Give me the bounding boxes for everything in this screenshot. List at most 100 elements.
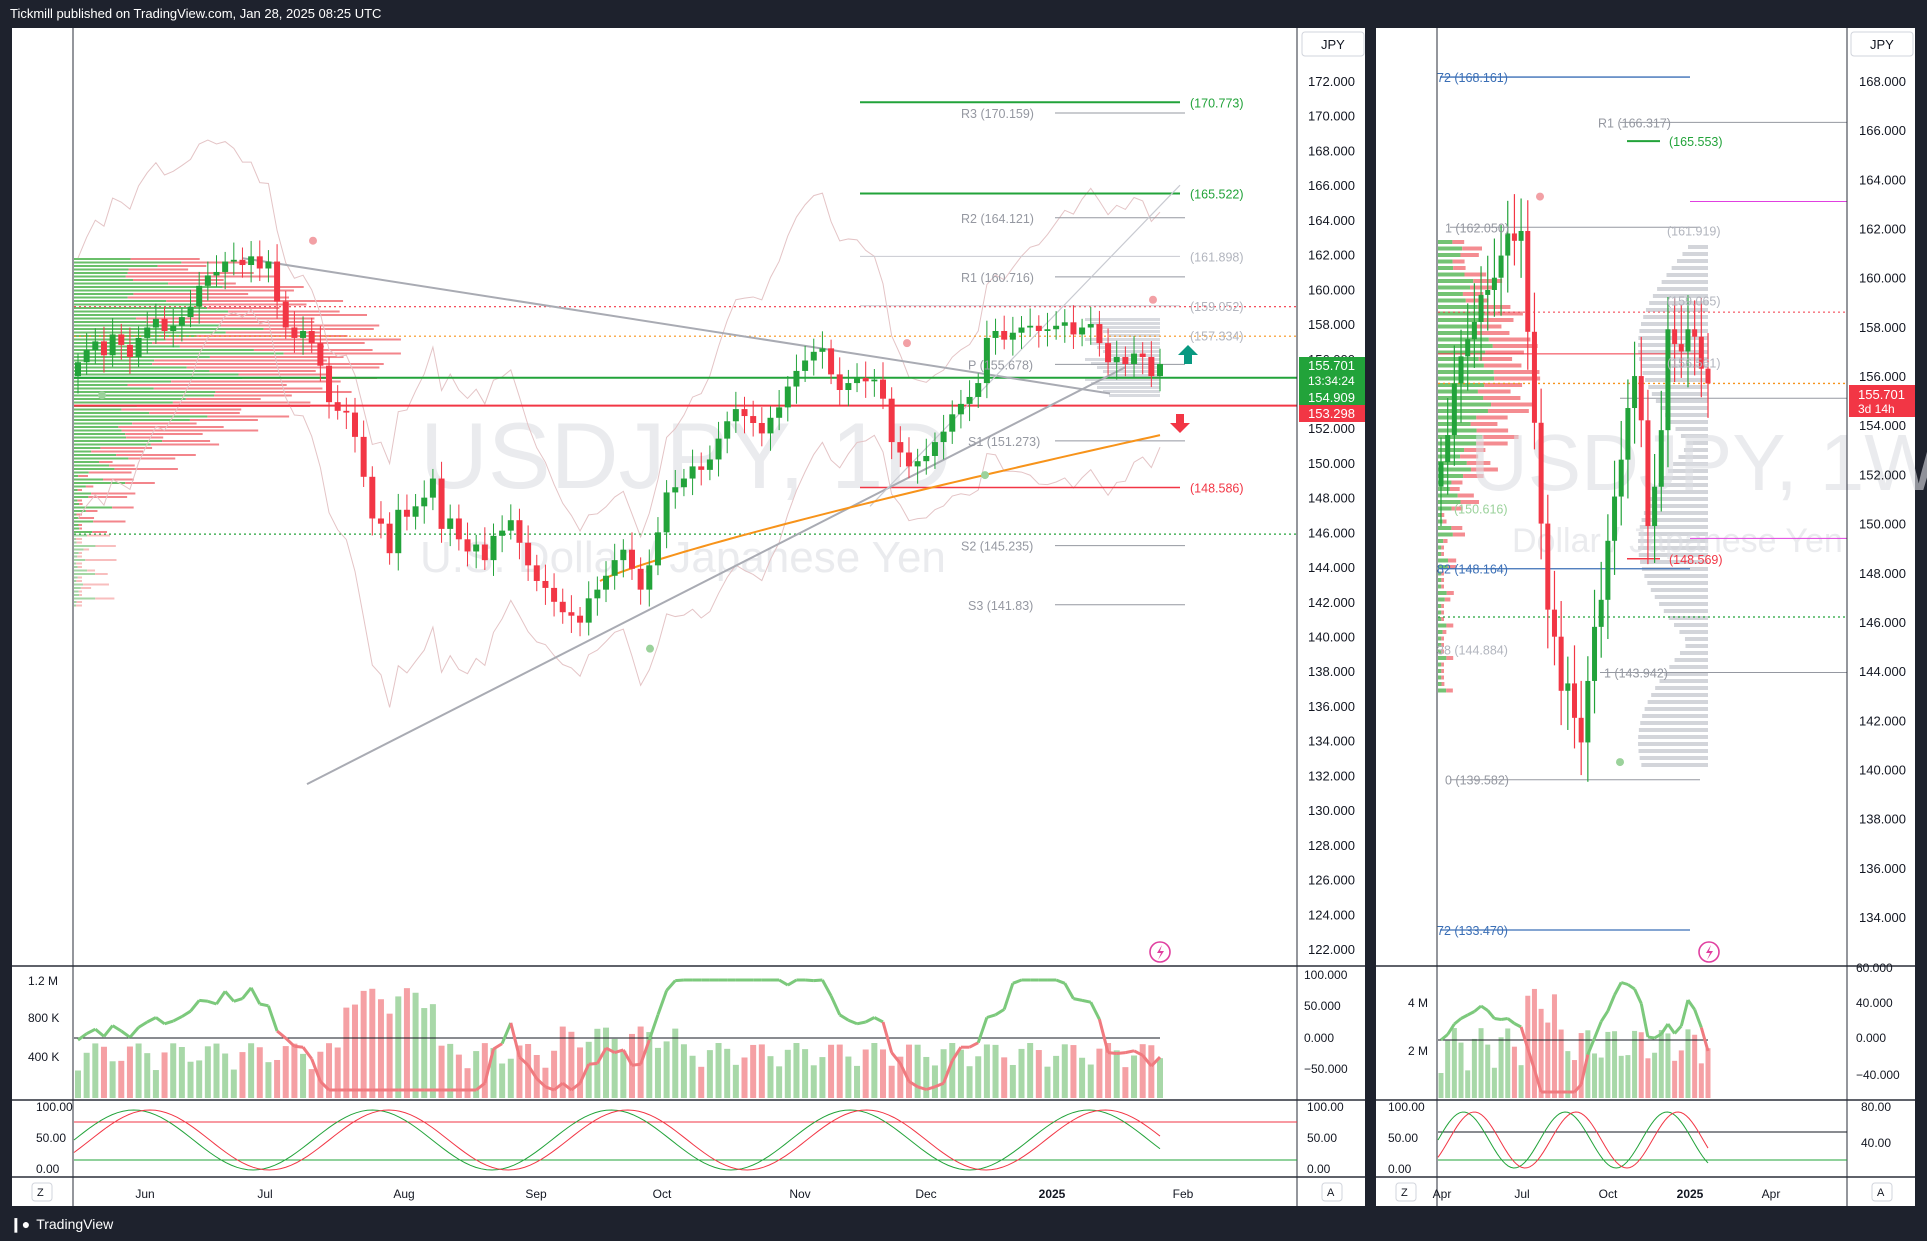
candle-body xyxy=(724,421,731,439)
left-current-price: 155.701 xyxy=(1308,358,1355,373)
volume-profile-bar xyxy=(109,464,135,467)
candle-body xyxy=(551,587,558,602)
left-auto-scale-button[interactable]: A xyxy=(1327,1187,1335,1199)
oscillator-line xyxy=(137,1020,149,1029)
volume-bar xyxy=(914,1044,921,1098)
oscillator-line xyxy=(1473,1004,1483,1013)
oscillator-line xyxy=(1446,1023,1456,1036)
session-profile-bar xyxy=(1639,756,1708,760)
volume-profile-bar xyxy=(83,583,109,586)
session-profile-bar xyxy=(1638,539,1708,543)
volume-profile-bar xyxy=(207,307,280,309)
oscillator-line xyxy=(1073,997,1083,1002)
right-candles xyxy=(1438,192,1711,782)
price-tick-label: 150.000 xyxy=(1859,517,1906,532)
volume-profile-bar xyxy=(74,447,101,449)
session-profile-bar xyxy=(1097,326,1160,329)
candle-body xyxy=(1638,376,1644,421)
volume-bar xyxy=(1545,1022,1551,1098)
volume-profile-bar xyxy=(1460,500,1479,504)
candle-body xyxy=(447,518,454,529)
volume-profile-bar xyxy=(74,282,169,285)
oscillator-line xyxy=(102,1024,114,1038)
oscillator-line xyxy=(1500,1017,1508,1021)
volume-profile-bar xyxy=(1438,545,1442,550)
candle-body xyxy=(351,412,358,437)
volume-bar xyxy=(1471,1038,1477,1098)
volume-bar xyxy=(490,1048,497,1098)
price-tick-label: 170.000 xyxy=(1308,109,1355,124)
session-profile-bar xyxy=(1644,574,1708,578)
time-tick-label: Jun xyxy=(135,1187,154,1201)
price-tick-label: 142.000 xyxy=(1308,595,1355,610)
volume-profile-bar xyxy=(74,552,79,554)
time-tick-label: Nov xyxy=(789,1187,810,1201)
candle-body xyxy=(585,598,592,623)
volume-profile-bar xyxy=(88,471,132,474)
volume-profile-bar xyxy=(1438,636,1442,641)
candle-body xyxy=(1009,332,1016,340)
fib-label: (165.522) xyxy=(1190,187,1244,201)
session-profile-bar xyxy=(1648,385,1708,389)
candle-body xyxy=(1632,376,1638,409)
oscillator-line xyxy=(294,1044,304,1049)
right-chart[interactable]: USDJPY, 1W Dollar / Japanese Yen 72 (168… xyxy=(1376,28,1927,1206)
volume-profile-bar xyxy=(74,569,88,572)
volume-bar xyxy=(1451,1028,1457,1098)
right-auto-scale-button[interactable]: A xyxy=(1877,1187,1885,1199)
right-zoom-button[interactable]: Z xyxy=(1401,1187,1408,1199)
candle-body xyxy=(490,535,497,561)
right-lightning-icon[interactable] xyxy=(1698,941,1720,963)
left-volume-pane: 1.2 M 800 K 400 K xyxy=(28,974,1163,1098)
volume-profile-bar xyxy=(74,573,96,575)
candle-body xyxy=(1465,339,1471,357)
candle-body xyxy=(784,386,791,408)
volume-profile-bar xyxy=(1438,461,1467,465)
fib-label: 72 (168.161) xyxy=(1437,71,1508,85)
left-zoom-button[interactable]: Z xyxy=(37,1187,44,1199)
volume-bar xyxy=(351,1004,358,1098)
right-watermark-symbol: USDJPY, 1W xyxy=(1470,418,1927,507)
volume-profile-bar xyxy=(74,293,134,295)
volume-profile-bar xyxy=(74,538,77,540)
volume-bar xyxy=(1009,1064,1016,1098)
volume-profile-bar xyxy=(191,289,294,292)
candle-body xyxy=(1645,420,1651,527)
volume-profile-bar xyxy=(74,457,129,460)
oscillator-line xyxy=(1573,1083,1583,1093)
volume-profile-bar xyxy=(1460,454,1479,459)
volume-bar xyxy=(1558,1029,1564,1098)
volume-profile-bar xyxy=(74,601,77,603)
volume-profile-bar xyxy=(74,370,210,372)
oscillator-line xyxy=(1639,1003,1650,1038)
left-time-axis: Jun Jul Aug Sep Oct Nov Dec 2025 Feb xyxy=(135,1187,1193,1201)
left-chart[interactable]: USDJPY, 1D U.S. Dollar / Japanese Yen (1… xyxy=(12,28,1365,1206)
volume-bar xyxy=(646,1032,653,1098)
stoch-tick-label: 50.00 xyxy=(36,1131,66,1145)
publisher-header: Tickmill published on TradingView.com, J… xyxy=(10,6,382,21)
volume-profile-bar xyxy=(1441,610,1444,615)
volume-bar xyxy=(265,1062,272,1098)
volume-profile-bar xyxy=(87,569,96,572)
fib-label: (159.065) xyxy=(1667,295,1721,309)
candle-body xyxy=(533,565,540,581)
oscillator-line xyxy=(1653,1032,1663,1040)
volume-tick-label: 2 M xyxy=(1408,1044,1428,1058)
volume-profile-bar xyxy=(74,443,151,446)
volume-bar xyxy=(1445,1040,1451,1098)
oscillator-line xyxy=(986,1013,996,1019)
oscillator-line xyxy=(865,1016,876,1024)
volume-bar xyxy=(611,1038,618,1098)
volume-profile-bar xyxy=(1484,383,1523,387)
oscillator-line xyxy=(1480,1004,1489,1012)
volume-profile-bar xyxy=(1438,506,1452,511)
candle-body xyxy=(507,520,514,531)
session-profile-bar xyxy=(1650,588,1708,592)
candle-body xyxy=(334,402,341,411)
lightning-icon[interactable] xyxy=(1149,941,1171,963)
candle-body xyxy=(1139,353,1146,358)
price-tick-label: 146.000 xyxy=(1859,615,1906,630)
volume-bar xyxy=(1001,1057,1008,1098)
candle-body xyxy=(1491,277,1497,290)
volume-profile-bar xyxy=(79,503,83,505)
